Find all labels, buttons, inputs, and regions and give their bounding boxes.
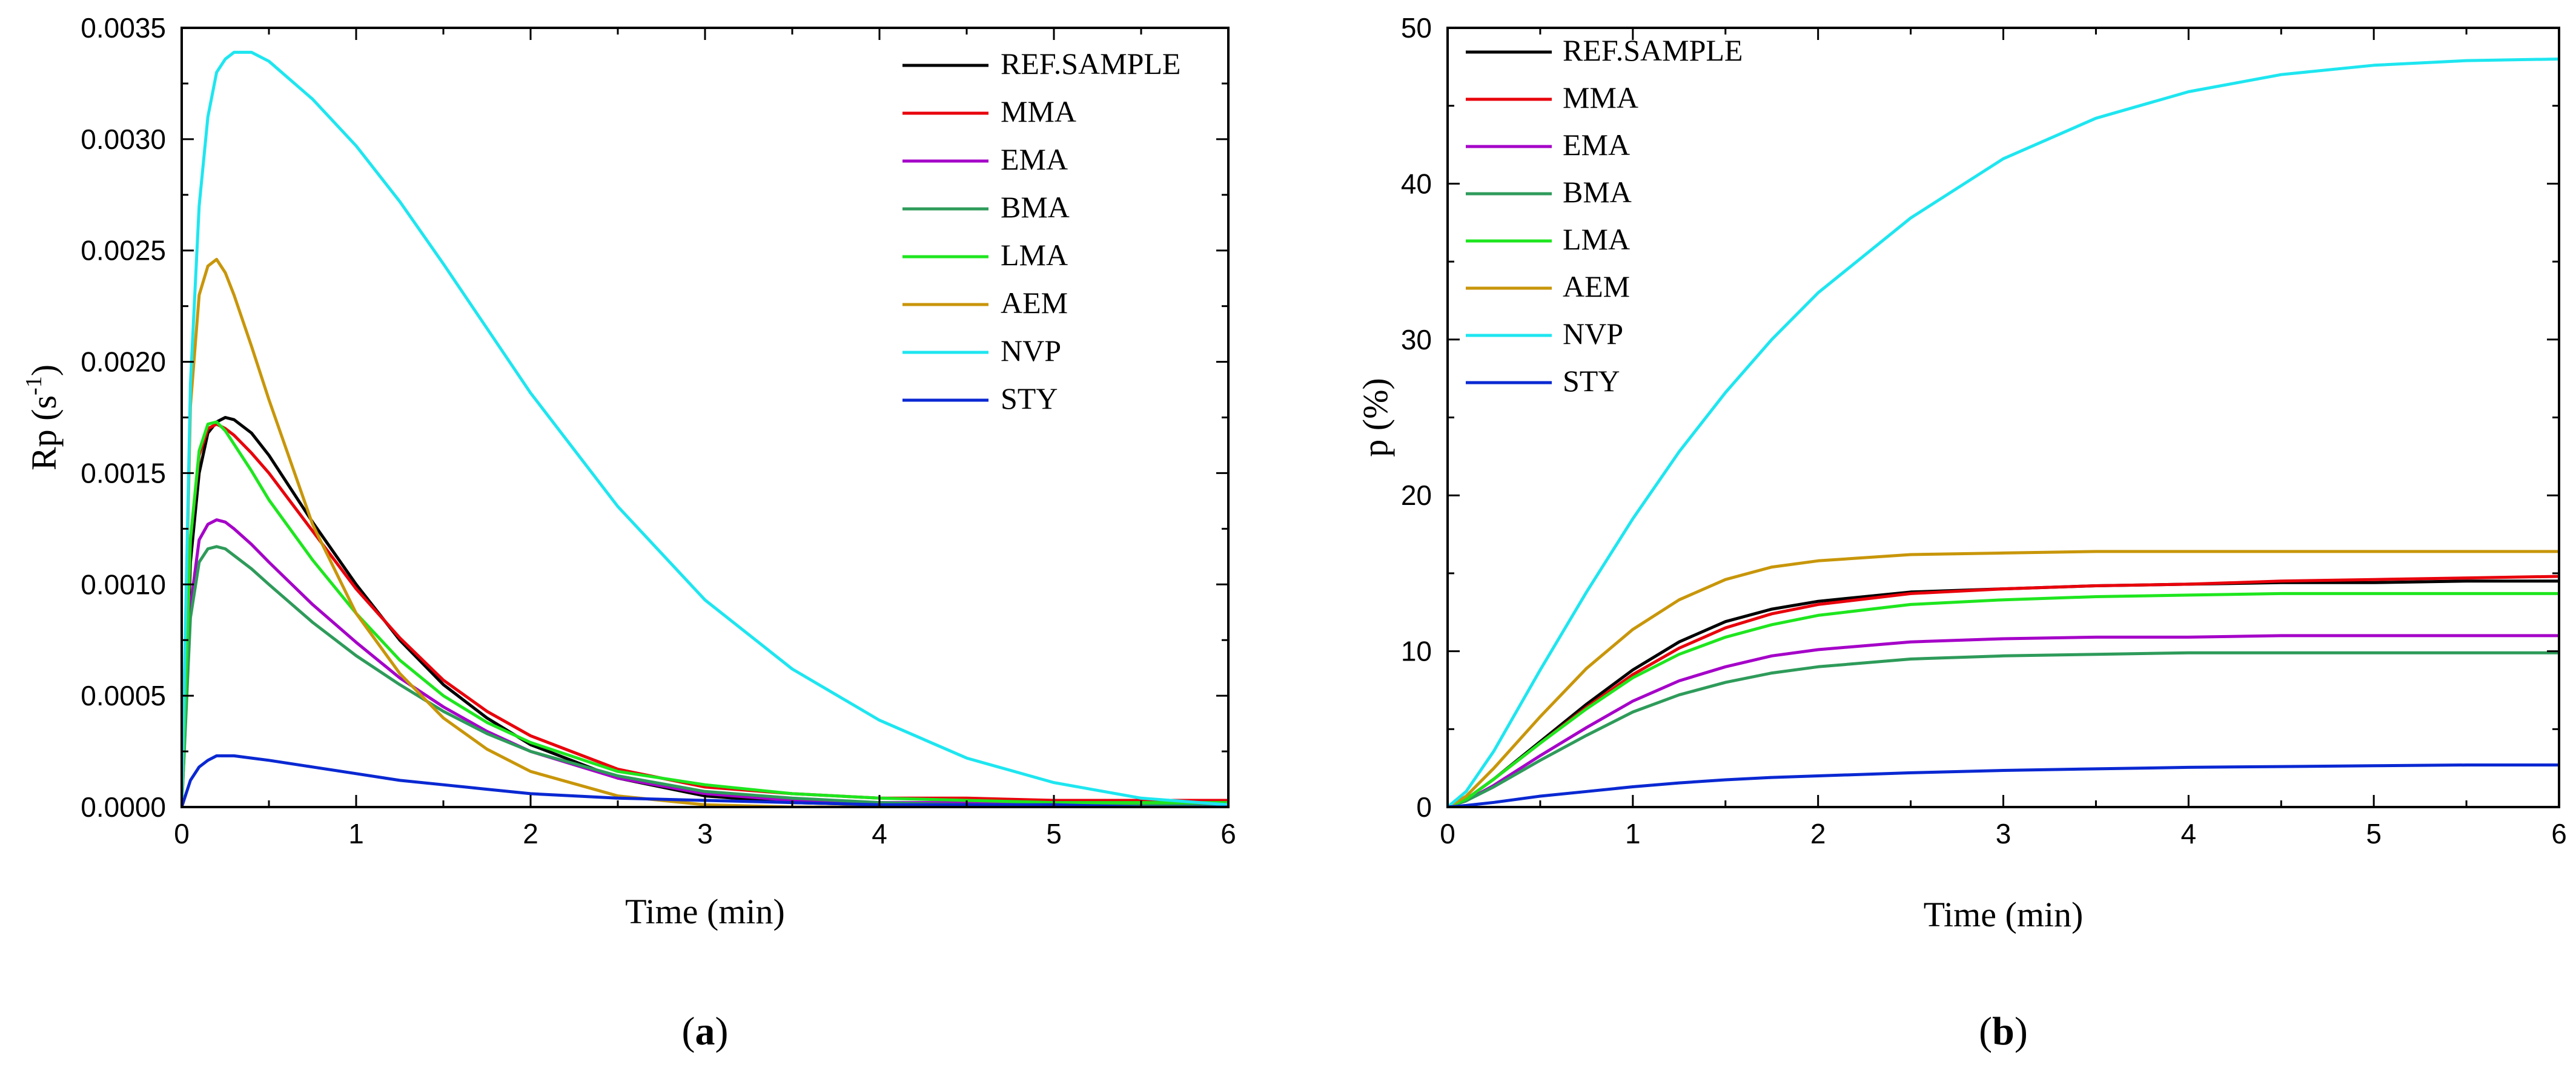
legend-label: MMA: [1563, 81, 1638, 114]
x-tick-label: 4: [872, 818, 887, 849]
legend-label: EMA: [1563, 128, 1630, 162]
x-axis-title: Time (min): [1924, 895, 2084, 934]
x-tick-label: 3: [697, 818, 713, 849]
series-line-nvp: [182, 50, 1228, 807]
y-axis-title-base: Rp (s: [24, 395, 64, 470]
x-tick-label: 0: [1440, 818, 1455, 849]
legend-label: AEM: [1563, 269, 1630, 303]
legend-label: LMA: [1001, 238, 1068, 272]
chart-b: 0 1 2 3 4 5 6 0 10 20 30 40 50 Time (min) p (%) REF.SAM…: [1356, 12, 2567, 1053]
panel-label-open: (: [1979, 1009, 1992, 1053]
x-tick-label: 6: [1220, 818, 1236, 849]
series-line-bma: [1448, 651, 2559, 807]
panel-label-close: ): [2015, 1009, 2028, 1053]
series-group: [182, 50, 1228, 807]
y-tick-label: 0: [1416, 791, 1432, 823]
y-axis-title-close: ): [24, 364, 64, 376]
series-line-lma: [1448, 592, 2559, 807]
y-axis-title: p (%): [1356, 378, 1395, 457]
y-tick-label: 0.0025: [81, 235, 166, 266]
legend-label: STY: [1563, 364, 1620, 398]
series-line-aem: [182, 257, 1228, 807]
panel-label-letter: b: [1992, 1009, 2015, 1053]
x-tick-label: 3: [1996, 818, 2011, 849]
x-tick-label: 6: [2551, 818, 2567, 849]
chart-a: 0 1 2 3 4 5 6 0.0000 0.0005 0.0010 0.0015 0.0020 0.0…: [21, 12, 1236, 1053]
panel-label-close: ): [715, 1009, 729, 1053]
x-tick-label: 1: [1625, 818, 1641, 849]
y-tick-label: 0.0030: [81, 124, 166, 155]
y-tick-label: 30: [1401, 324, 1432, 355]
x-tick-label: 2: [523, 818, 538, 849]
legend-label: STY: [1001, 381, 1058, 415]
y-axis-title-base: p (%): [1356, 378, 1395, 457]
legend-label: AEM: [1001, 286, 1068, 320]
y-tick-label: 50: [1401, 12, 1432, 44]
legend-label: NVP: [1563, 317, 1623, 351]
y-axis-title: Rp (s-1): [21, 364, 64, 470]
y-tick-label: 0.0020: [81, 346, 166, 378]
y-tick-label: 0.0015: [81, 457, 166, 489]
series-line-lma: [182, 420, 1228, 807]
series-line-sty: [1448, 763, 2559, 807]
y-tick-label: 10: [1401, 636, 1432, 667]
x-axis-title: Time (min): [625, 892, 785, 931]
series-line-nvp: [1448, 58, 2559, 807]
panel-label-letter: a: [695, 1009, 715, 1053]
legend-label: MMA: [1001, 94, 1076, 128]
y-tick-label: 0.0035: [81, 12, 166, 44]
y-axis-title-sup: -1: [21, 376, 47, 395]
legend-label: LMA: [1563, 222, 1630, 256]
x-tick-label: 0: [174, 818, 190, 849]
panel-label: (a): [682, 1009, 729, 1053]
series-line-ema: [1448, 634, 2559, 807]
y-tick-label: 0.0005: [81, 680, 166, 711]
y-tick-label: 40: [1401, 168, 1432, 199]
panel-label: (b): [1979, 1009, 2028, 1053]
series-line-aem: [1448, 550, 2559, 807]
x-tick-label: 5: [1046, 818, 1062, 849]
legend-label: REF.SAMPLE: [1001, 47, 1180, 81]
y-tick-label: 0.0010: [81, 569, 166, 600]
y-tick-label: 0.0000: [81, 791, 166, 823]
panel-label-open: (: [682, 1009, 695, 1053]
y-tick-label: 20: [1401, 480, 1432, 511]
x-tick-label: 1: [348, 818, 364, 849]
legend: REF.SAMPLE MMA EMA BMA LMA AEM NVP STY: [902, 47, 1180, 415]
series-line-sty: [182, 754, 1228, 807]
legend-label: NVP: [1001, 334, 1061, 368]
legend-label: BMA: [1563, 175, 1632, 209]
legend-label: EMA: [1001, 142, 1068, 176]
legend: REF.SAMPLE MMA EMA BMA LMA AEM NVP STY: [1466, 33, 1743, 398]
x-tick-label: 5: [2366, 818, 2382, 849]
legend-label: BMA: [1001, 190, 1070, 224]
legend-label: REF.SAMPLE: [1563, 33, 1743, 67]
x-tick-label: 4: [2181, 818, 2197, 849]
x-tick-label: 2: [1810, 818, 1826, 849]
series-group: [1448, 58, 2559, 807]
